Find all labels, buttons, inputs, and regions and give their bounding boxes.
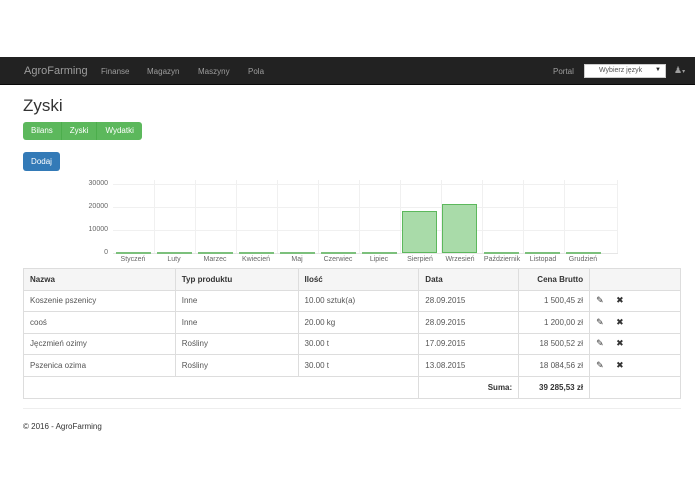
delete-icon[interactable]: ✖ — [616, 316, 624, 327]
x-label: Luty — [167, 256, 181, 263]
y-tick: 20000 — [88, 203, 108, 210]
cell-ilosc: 30.00 t — [297, 332, 420, 355]
cell-cena: 18 500,52 zł — [518, 332, 591, 355]
cell-cena: 1 500,45 zł — [518, 289, 591, 312]
edit-icon[interactable]: ✎ — [596, 316, 604, 327]
cell-data: 13.08.2015 — [418, 354, 520, 377]
view-tabs: Bilans Zyski Wydatki — [23, 122, 142, 140]
cell-nazwa: Koszenie pszenicy — [23, 289, 176, 312]
col-ilosc[interactable]: Ilość — [297, 268, 420, 291]
language-select-value: Wybierz język — [599, 67, 643, 74]
page-title: Zyski — [23, 96, 63, 115]
cell-typ: Inne — [174, 289, 299, 312]
x-label: Wrzesień — [445, 256, 475, 263]
x-label: Marzec — [203, 256, 227, 263]
footer-text: © 2016 - AgroFarming — [23, 422, 102, 431]
row-actions: ✎ ✖ — [589, 289, 681, 312]
nav-portal[interactable]: Portal — [553, 67, 574, 76]
col-actions — [589, 268, 681, 291]
x-label: Październik — [483, 256, 521, 263]
user-menu[interactable]: ♟▾ — [674, 65, 685, 76]
table-row: cooś Inne 20.00 kg 28.09.2015 1 200,00 z… — [23, 311, 681, 334]
y-tick: 10000 — [88, 226, 108, 233]
sum-empty — [22, 375, 420, 399]
sum-label: Suma: — [418, 375, 520, 399]
bar-sierpien[interactable] — [402, 211, 437, 253]
x-label: Czerwiec — [323, 256, 353, 263]
footer-divider — [23, 408, 681, 409]
edit-icon[interactable]: ✎ — [596, 338, 604, 349]
x-label: Lipiec — [369, 256, 389, 263]
sum-value: 39 285,53 zł — [518, 375, 591, 399]
x-label: Maj — [291, 256, 303, 263]
row-actions: ✎ ✖ — [589, 332, 681, 355]
col-data[interactable]: Data — [418, 268, 520, 291]
col-nazwa[interactable]: Nazwa — [23, 268, 176, 291]
nav-maszyny[interactable]: Maszyny — [198, 67, 230, 76]
y-tick: 0 — [104, 249, 108, 256]
caret-down-icon: ▼ — [655, 67, 661, 73]
caret-down-icon: ▾ — [682, 69, 686, 75]
delete-icon[interactable]: ✖ — [616, 359, 624, 370]
language-select[interactable]: Wybierz język ▼ — [584, 64, 666, 78]
x-label: Styczeń — [120, 256, 146, 263]
row-actions: ✎ ✖ — [589, 354, 681, 377]
tab-bilans[interactable]: Bilans — [23, 122, 62, 140]
sum-row: Suma: 39 285,53 zł — [22, 375, 681, 399]
row-actions: ✎ ✖ — [589, 311, 681, 334]
x-label: Listopad — [529, 256, 557, 263]
table-row: Koszenie pszenicy Inne 10.00 sztuk(a) 28… — [23, 289, 681, 312]
x-label: Kwiecień — [241, 256, 270, 263]
col-typ-produktu[interactable]: Typ produktu — [174, 268, 299, 291]
sum-actions-empty — [589, 375, 681, 399]
y-tick: 30000 — [88, 180, 108, 187]
delete-icon[interactable]: ✖ — [616, 338, 624, 349]
nav-pola[interactable]: Pola — [248, 67, 265, 76]
x-label: Sierpień — [407, 256, 433, 263]
cell-nazwa: Pszenica ozima — [23, 354, 176, 377]
delete-icon[interactable]: ✖ — [616, 295, 624, 306]
cell-ilosc: 30.00 t — [297, 354, 420, 377]
tab-zyski[interactable]: Zyski — [61, 122, 98, 140]
navbar: AgroFarming Finanse Magazyn Maszyny Pola… — [0, 57, 695, 85]
col-cena-brutto[interactable]: Cena Brutto — [518, 268, 591, 291]
edit-icon[interactable]: ✎ — [596, 295, 604, 306]
cell-nazwa: Jęczmień ozimy — [23, 332, 176, 355]
add-button[interactable]: Dodaj — [23, 152, 60, 171]
monthly-chart: 30000 20000 10000 0 Styczeń Luty Marzec … — [80, 178, 620, 268]
nav-magazyn[interactable]: Magazyn — [147, 67, 180, 76]
table-row: Pszenica ozima Rośliny 30.00 t 13.08.201… — [23, 354, 681, 377]
bar-wrzesien[interactable] — [442, 204, 477, 253]
cell-typ: Rośliny — [174, 354, 299, 377]
cell-nazwa: cooś — [23, 311, 176, 334]
tab-wydatki[interactable]: Wydatki — [97, 122, 142, 140]
table-header-row: Nazwa Typ produktu Ilość Data Cena Brutt… — [23, 268, 681, 291]
x-label: Grudzień — [568, 256, 598, 263]
profits-table: Nazwa Typ produktu Ilość Data Cena Brutt… — [22, 268, 681, 399]
cell-data: 17.09.2015 — [418, 332, 520, 355]
cell-typ: Inne — [174, 311, 299, 334]
cell-data: 28.09.2015 — [418, 289, 520, 312]
cell-typ: Rośliny — [174, 332, 299, 355]
brand-link[interactable]: AgroFarming — [24, 65, 88, 77]
cell-ilosc: 10.00 sztuk(a) — [297, 289, 420, 312]
cell-data: 28.09.2015 — [418, 311, 520, 334]
cell-ilosc: 20.00 kg — [297, 311, 420, 334]
cell-cena: 1 200,00 zł — [518, 311, 591, 334]
cell-cena: 18 084,56 zł — [518, 354, 591, 377]
user-icon: ♟ — [674, 65, 683, 75]
edit-icon[interactable]: ✎ — [596, 359, 604, 370]
table-row: Jęczmień ozimy Rośliny 30.00 t 17.09.201… — [23, 332, 681, 355]
nav-finanse[interactable]: Finanse — [101, 67, 130, 76]
